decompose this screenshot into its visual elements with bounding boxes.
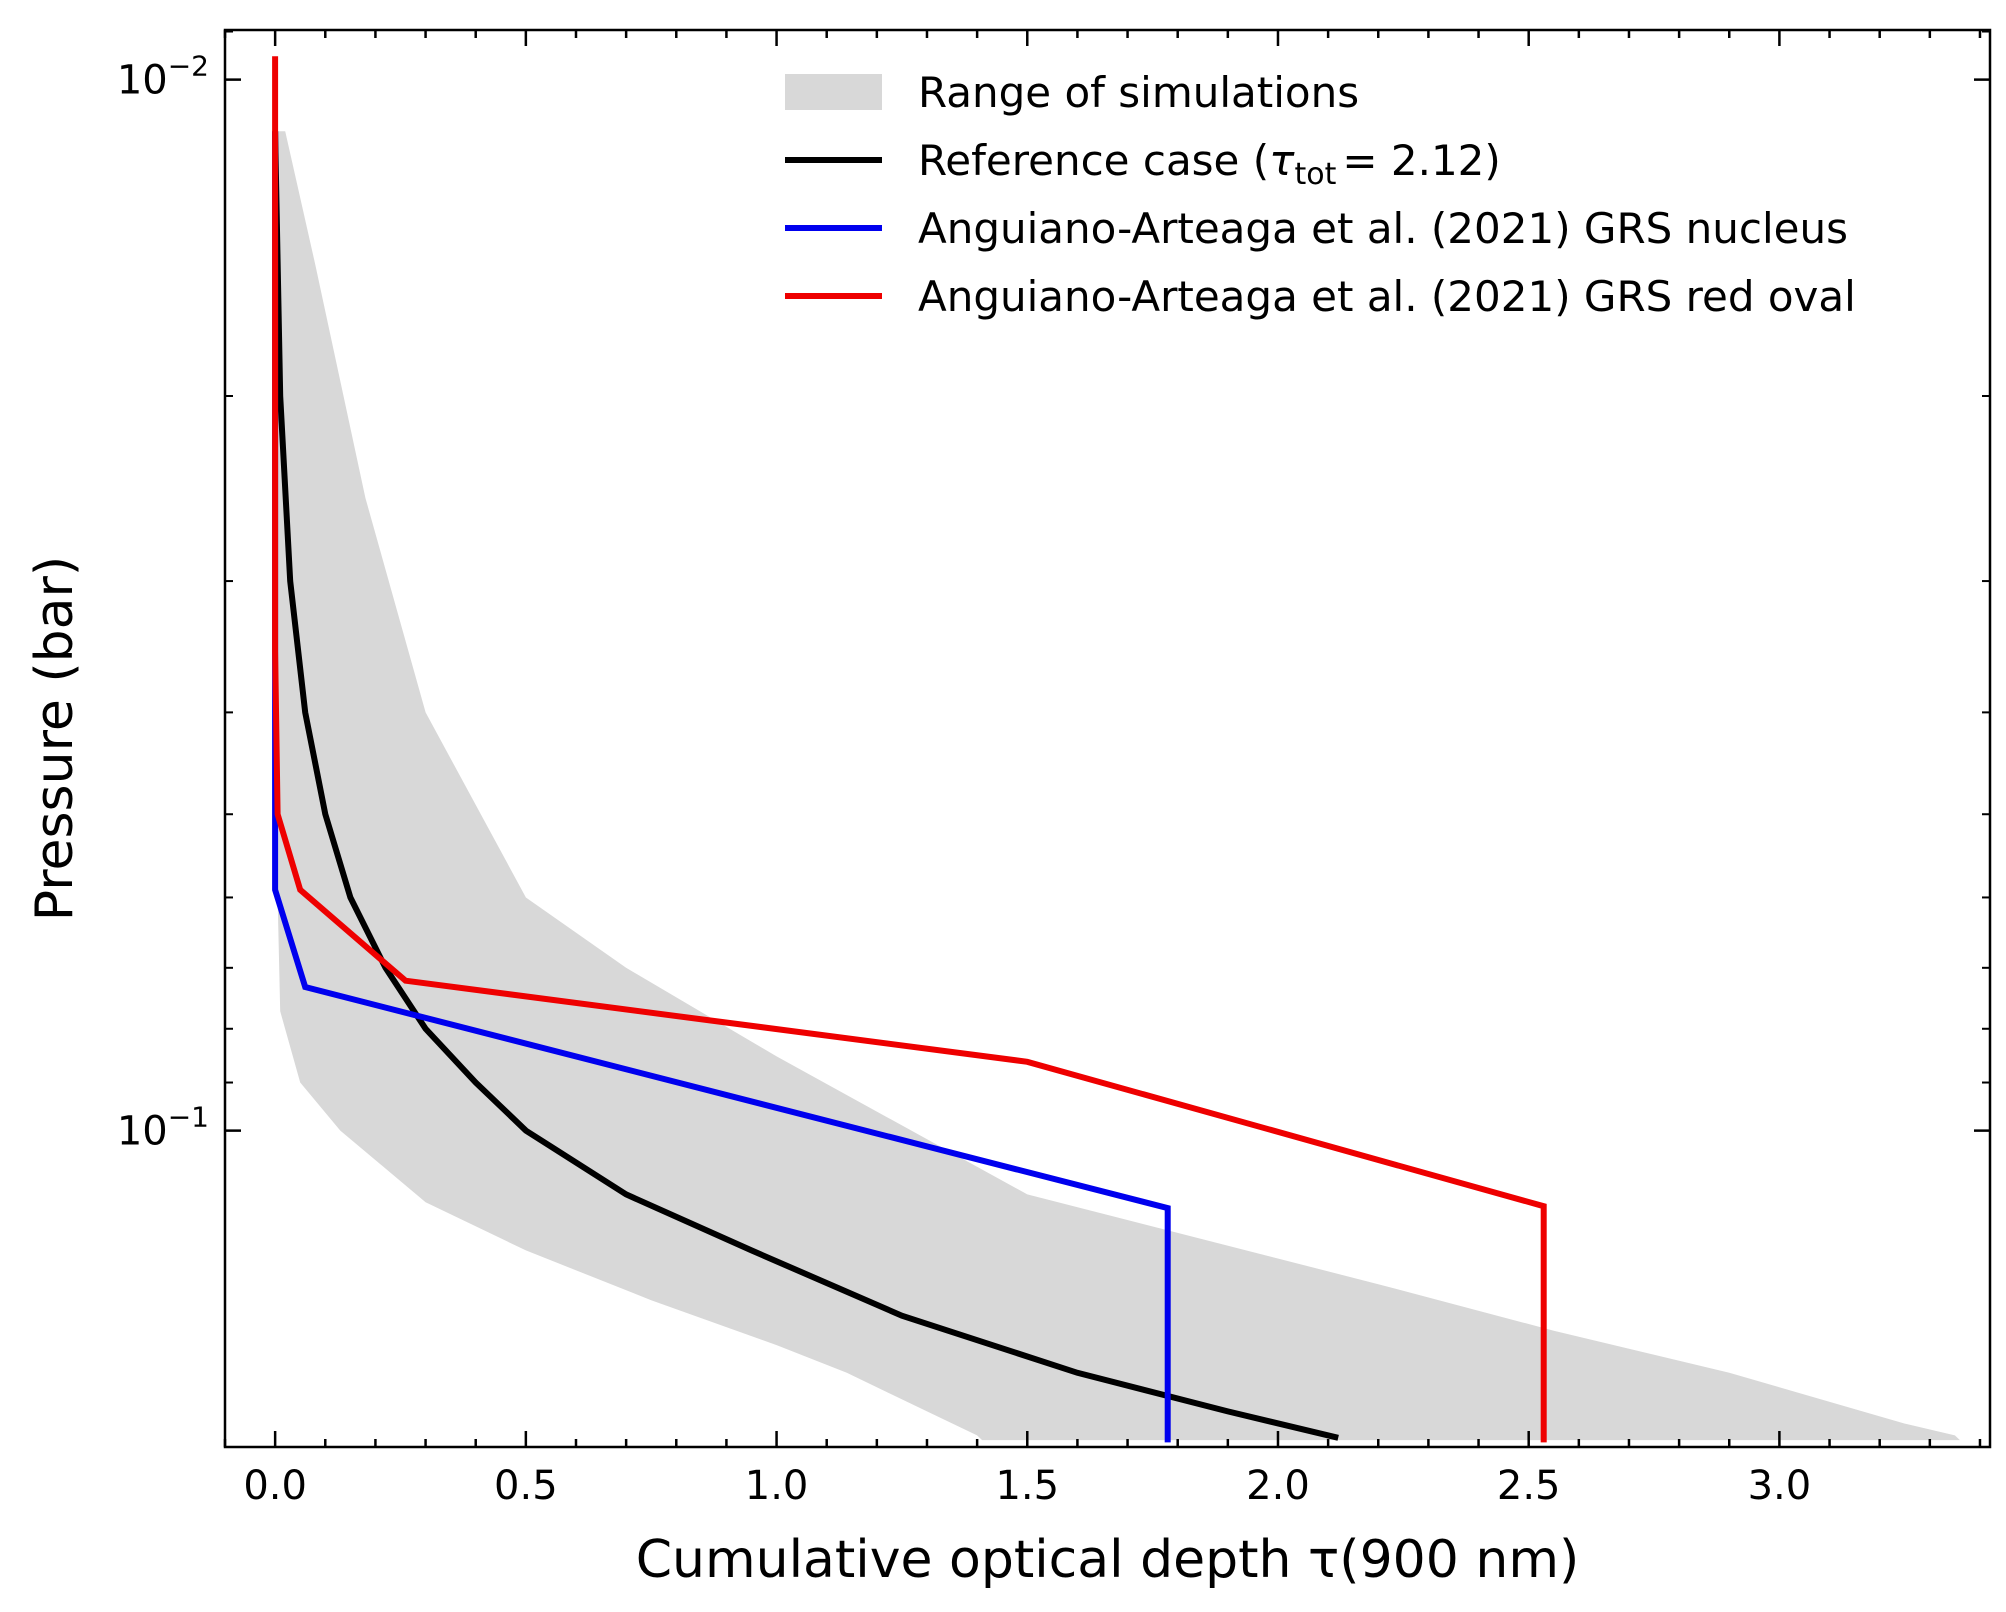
y-axis-title: Pressure (bar) <box>25 556 85 921</box>
range-layer <box>275 131 1960 1441</box>
plot-frame <box>223 28 1992 1449</box>
legend-ref-tau: τ <box>1269 136 1295 185</box>
x-tick-label: 3.0 <box>1748 1463 1812 1509</box>
legend: Range of simulations Reference case (τto… <box>785 68 1856 321</box>
legend-ref-tau-value: = 2.12) <box>1342 136 1500 185</box>
x-tick-label: 2.0 <box>1246 1463 1310 1509</box>
x-tick-label: 0.0 <box>243 1463 307 1509</box>
x-tick-labels: 0.0 0.5 1.0 1.5 2.0 2.5 3.0 <box>243 1463 1811 1509</box>
y-tick-base: 10 <box>117 58 168 104</box>
series-reference-line <box>272 131 1339 1441</box>
legend-label-range: Range of simulations <box>918 68 1359 117</box>
ticks-layer <box>223 30 1990 1448</box>
x-tick-label: 1.0 <box>745 1463 809 1509</box>
y-tick-exponent: −1 <box>168 1101 209 1134</box>
y-tick-label: 10−2 <box>117 50 209 104</box>
x-tick-label: 2.5 <box>1497 1463 1561 1509</box>
legend-ref-paren: ( <box>1239 136 1269 185</box>
y-tick-base: 10 <box>117 1109 168 1155</box>
x-tick-label: 0.5 <box>494 1463 558 1509</box>
range-band <box>275 131 1960 1441</box>
x-axis-title: Cumulative optical depth τ(900 nm) <box>636 1530 1580 1590</box>
y-tick-labels: 10−210−1 <box>117 50 209 1155</box>
y-tick-exponent: −2 <box>168 50 209 83</box>
legend-ref-name: Reference case <box>918 136 1239 185</box>
series-layer <box>272 56 1547 1443</box>
legend-ref-tau-sub: tot <box>1294 157 1336 192</box>
legend-label-red-oval: Anguiano-Arteaga et al. (2021) GRS red o… <box>918 272 1856 321</box>
legend-label-reference: Reference case (τtot = 2.12) <box>918 136 1501 192</box>
series-grs-red-oval-line <box>272 56 1547 1443</box>
y-tick-label: 10−1 <box>117 1101 209 1155</box>
x-tick-label: 1.5 <box>995 1463 1059 1509</box>
legend-swatch-range <box>785 74 882 110</box>
legend-label-nucleus: Anguiano-Arteaga et al. (2021) GRS nucle… <box>918 204 1848 253</box>
